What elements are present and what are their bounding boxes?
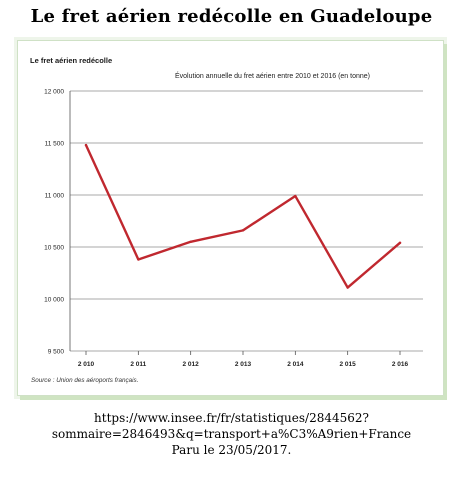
data-point — [398, 241, 402, 245]
source-url-line-1[interactable]: https://www.insee.fr/fr/statistiques/284… — [94, 411, 369, 425]
data-point — [84, 143, 88, 147]
line-chart: Le fret aérien redécolle Évolution annue… — [30, 56, 423, 384]
source-url-line-2[interactable]: sommaire=2846493&q=transport+a%C3%A9rien… — [51, 427, 412, 441]
y-tick-label: 10 000 — [44, 297, 64, 304]
data-point — [294, 194, 297, 198]
chart-frame: Le fret aérien redécolle Évolution annue… — [17, 40, 444, 396]
y-tick-label: 11 000 — [45, 193, 65, 200]
chart-subtitle: Évolution annuelle du fret aérien entre … — [175, 71, 370, 80]
y-tick-label: 10 500 — [44, 245, 64, 252]
x-axis-ticks: 2 010 2 011 2 012 2 013 2 014 2 015 2 016 — [78, 351, 409, 368]
y-tick-label: 9 500 — [48, 349, 65, 356]
x-tick-label: 2 012 — [183, 361, 200, 368]
chart-source: Source : Union des aéroports français. — [31, 377, 138, 384]
chart-title: Le fret aérien redécolle — [30, 56, 112, 65]
x-tick-label: 2 016 — [392, 361, 409, 368]
page-title: Le fret aérien redécolle en Guadeloupe — [30, 6, 433, 27]
x-tick-label: 2 013 — [235, 361, 252, 368]
publication-date: Paru le 23/05/2017. — [171, 443, 292, 457]
data-point — [241, 229, 245, 232]
y-axis-ticks: 9 500 10 000 10 500 11 000 11 500 12 000 — [44, 89, 64, 356]
data-point — [137, 258, 140, 261]
y-tick-label: 11 500 — [45, 141, 65, 148]
footer: https://www.insee.fr/fr/statistiques/284… — [0, 410, 463, 458]
x-tick-label: 2 010 — [78, 361, 95, 368]
x-tick-label: 2 014 — [287, 361, 304, 368]
series-line — [84, 143, 402, 289]
x-tick-label: 2 015 — [340, 361, 357, 368]
x-tick-label: 2 011 — [130, 361, 146, 368]
data-point — [346, 286, 349, 289]
y-tick-label: 12 000 — [44, 89, 64, 96]
gridlines — [69, 90, 423, 352]
series — [84, 143, 402, 289]
data-point — [189, 240, 192, 243]
